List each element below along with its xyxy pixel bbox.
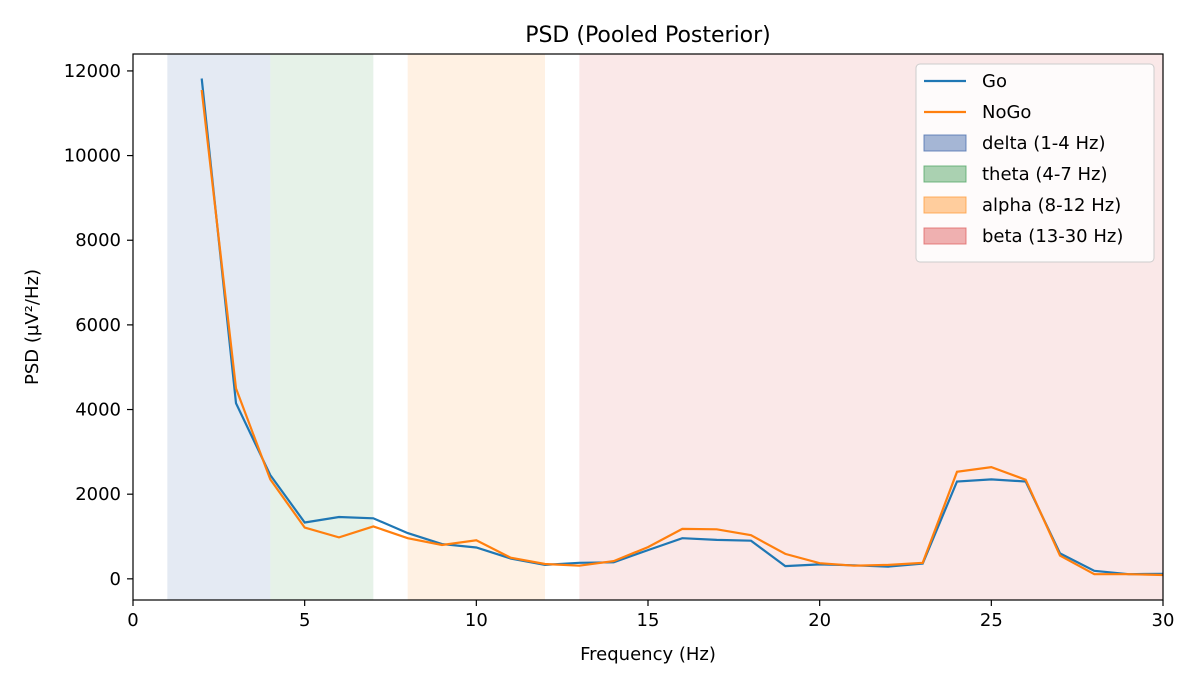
x-tick-label-0: 0 (127, 610, 138, 631)
band-2 (407, 54, 545, 600)
legend-swatch-band-2 (923, 196, 967, 214)
x-axis-title: Frequency (Hz) (580, 644, 716, 665)
legend-label-nogo: NoGo (982, 102, 1031, 123)
legend-label-band-1: theta (4-7 Hz) (982, 164, 1108, 185)
y-tick-label-5: 10000 (64, 146, 121, 167)
x-tick-label-1: 5 (299, 610, 310, 631)
y-tick-label-1: 2000 (75, 484, 121, 505)
legend-swatch-band-1 (923, 165, 967, 183)
legend: Go NoGo delta (1-4 Hz) theta (4-7 Hz) alpha … (915, 63, 1155, 263)
series-line-go (200, 78, 1164, 576)
legend-label-band-0: delta (1-4 Hz) (982, 133, 1105, 154)
legend-label-go: Go (982, 71, 1007, 92)
y-axis-title: PSD (µV²/Hz) (22, 269, 43, 385)
y-tick-label-0: 0 (110, 569, 121, 590)
legend-swatch-band-3 (923, 227, 967, 245)
x-tick-label-6: 30 (1152, 610, 1175, 631)
chart-title: PSD (Pooled Posterior) (525, 23, 771, 48)
y-tick-label-4: 8000 (75, 230, 121, 251)
band-0 (167, 54, 271, 600)
series-line-nogo (200, 89, 1164, 577)
legend-swatch-band-0 (923, 134, 967, 152)
y-tick-label-2: 4000 (75, 400, 121, 421)
band-1 (270, 54, 374, 600)
x-tick-label-2: 10 (465, 610, 488, 631)
series-lines (200, 78, 1164, 577)
x-tick-label-5: 25 (980, 610, 1003, 631)
legend-box (915, 63, 1155, 263)
legend-label-band-3: beta (13-30 Hz) (982, 226, 1123, 247)
x-tick-label-3: 15 (637, 610, 660, 631)
y-tick-label-3: 6000 (75, 315, 121, 336)
x-axis: 0 5 10 15 20 25 30 (127, 600, 1174, 631)
y-tick-label-6: 12000 (64, 61, 121, 82)
y-axis: 0 2000 4000 6000 8000 10000 12000 (64, 61, 133, 590)
legend-label-band-2: alpha (8-12 Hz) (982, 195, 1121, 216)
x-tick-label-4: 20 (808, 610, 831, 631)
